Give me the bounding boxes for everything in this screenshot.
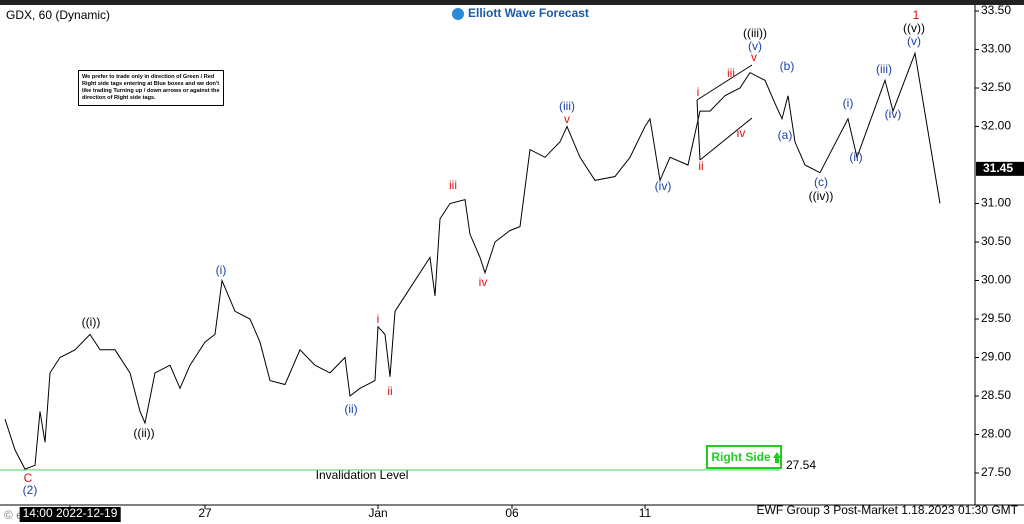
chart-title: GDX, 60 (Dynamic) <box>6 8 110 22</box>
projection-line <box>819 51 941 204</box>
wave-label: (2) <box>23 483 38 497</box>
x-tick-label: 11 <box>639 506 652 520</box>
wedge-line <box>696 64 753 101</box>
y-tick-label: 32.50 <box>981 80 1011 94</box>
price-line <box>4 71 821 470</box>
wave-label: ii <box>698 159 703 173</box>
wave-label: (iv) <box>885 107 902 121</box>
logo <box>452 8 464 20</box>
y-tick-label: 32.00 <box>981 119 1011 133</box>
y-tick-label: 30.50 <box>981 234 1011 248</box>
wave-label: iii <box>449 178 457 192</box>
wave-label: iv <box>737 126 746 140</box>
y-tick-label: 33.50 <box>981 3 1011 17</box>
right-side-label: Right Side <box>711 450 771 464</box>
wave-label: (iii) <box>876 62 892 76</box>
wave-label: i <box>697 85 700 99</box>
y-tick-label: 28.00 <box>981 427 1011 441</box>
last-price-box <box>976 161 1024 176</box>
last-price-label: 31.45 <box>983 161 1013 175</box>
footer: EWF Group 3 Post-Market 1.18.2023 01:30 … <box>757 503 1019 517</box>
top-bar <box>0 0 1024 5</box>
x-tick-label: Jan <box>368 506 387 520</box>
wave-label: 1 <box>913 8 920 22</box>
wave-label: (c) <box>814 175 828 189</box>
wave-label: ((iii)) <box>743 26 767 40</box>
y-tick-label: 31.00 <box>981 196 1011 210</box>
wave-label: ii <box>387 384 392 398</box>
wave-label: C <box>24 471 33 485</box>
wedge-line <box>696 99 701 161</box>
y-tick-label: 28.50 <box>981 388 1011 402</box>
y-tick-label: 33.00 <box>981 42 1011 56</box>
arrow-icon <box>773 452 781 463</box>
note: We prefer to trade only in direction of … <box>78 70 224 106</box>
wave-label: ((ii)) <box>133 426 154 440</box>
wave-label: (iii) <box>559 99 575 113</box>
wave-label: (v) <box>907 34 921 48</box>
wave-label: (i) <box>216 263 227 277</box>
y-tick-label: 29.50 <box>981 311 1011 325</box>
x-tick-label: 06 <box>505 506 519 520</box>
wave-label: ((v)) <box>903 21 925 35</box>
y-tick-label: 27.50 <box>981 465 1011 479</box>
wave-label: v <box>564 112 570 126</box>
wedge-line <box>699 117 753 161</box>
wave-label: ((i)) <box>82 315 101 329</box>
y-tick-label: 29.00 <box>981 350 1011 364</box>
wave-label: (a) <box>778 128 793 142</box>
wave-label: (ii) <box>849 150 862 164</box>
wave-label: iii <box>727 66 735 80</box>
wave-label: (i) <box>843 96 854 110</box>
wave-label: ((iv)) <box>809 189 834 203</box>
wave-label: iv <box>479 275 488 289</box>
x-tick-box <box>19 507 121 522</box>
wave-label: (v) <box>748 39 762 53</box>
x-tick-label: 27 <box>198 506 212 520</box>
wave-label: (ii) <box>344 402 357 416</box>
invalidation-value: 27.54 <box>786 458 816 472</box>
invalidation-label: Invalidation Level <box>316 468 409 482</box>
x-tick-label: 14:00 2022-12-19 <box>23 506 118 520</box>
y-tick-label: 30.00 <box>981 273 1011 287</box>
wave-label: v <box>751 50 757 64</box>
brand: Elliott Wave Forecast <box>468 6 589 20</box>
wave-label: (iv) <box>655 179 672 193</box>
wave-label: i <box>377 312 380 326</box>
right-side-box <box>706 445 782 469</box>
wave-label: (b) <box>780 59 795 73</box>
